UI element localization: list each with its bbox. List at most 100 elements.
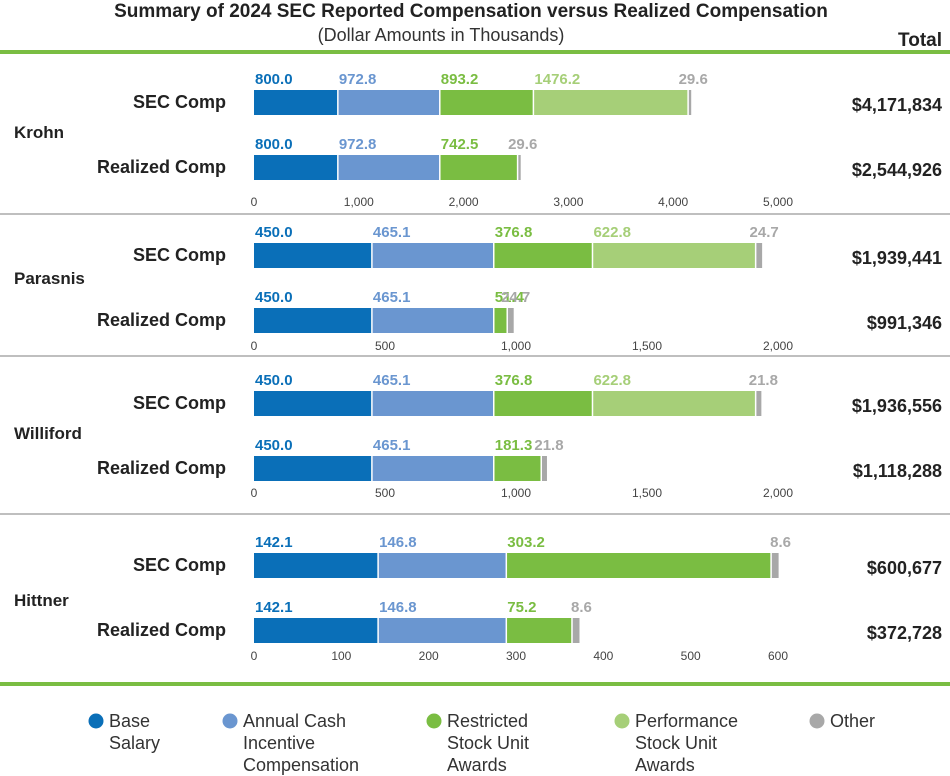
bar-segment-annual-cash-incentive	[371, 456, 494, 481]
bar-segment-restricted-stock	[506, 553, 772, 578]
legend-label: Performance	[635, 711, 738, 731]
legend-label: Stock Unit	[635, 733, 717, 753]
value-label-other: 8.6	[770, 534, 791, 551]
value-label-base-salary: 800.0	[255, 71, 293, 88]
x-axis-ticks: 0 500 1,000 1,500 2,000	[251, 339, 794, 353]
tick-label: 5,000	[763, 195, 793, 209]
bar-segment-base-salary	[254, 308, 372, 333]
bar-segment-annual-cash-incentive	[371, 308, 494, 333]
executive-name: Krohn	[14, 123, 64, 142]
row-realized-comp: Realized Comp 142.1 146.8 75.2 8.6 $372,728	[97, 599, 942, 643]
legend-label: Salary	[109, 733, 160, 753]
row-total: $1,118,288	[853, 461, 942, 481]
value-label-annual-cash-incentive: 146.8	[379, 534, 417, 551]
tick-label: 1,500	[632, 486, 662, 500]
bar-segment-annual-cash-incentive	[371, 243, 494, 268]
value-label-annual-cash-incentive: 465.1	[373, 437, 411, 454]
value-label-performance-stock: 622.8	[593, 224, 631, 241]
bar-segment-base-salary	[254, 456, 372, 481]
tick-label: 200	[419, 649, 439, 663]
tick-label: 1,500	[632, 339, 662, 353]
row-total: $600,677	[867, 558, 942, 578]
value-label-annual-cash-incentive: 465.1	[373, 289, 411, 306]
row-label: SEC Comp	[133, 245, 226, 265]
value-label-restricted-stock: 75.2	[507, 599, 536, 616]
row-realized-comp: Realized Comp 450.0 465.1 181.3 21.8 $1,118,2…	[97, 437, 942, 481]
panel-separator	[0, 355, 950, 357]
tick-label: 2,000	[449, 195, 479, 209]
legend-swatch	[614, 713, 630, 729]
value-label-restricted-stock: 376.8	[495, 372, 533, 389]
bar-segment-base-salary	[254, 243, 372, 268]
bar-segment-base-salary	[254, 155, 338, 180]
executive-name: Williford	[14, 424, 82, 443]
row-total: $991,346	[867, 313, 942, 333]
top-rule	[0, 50, 950, 54]
executive-panels: Krohn SEC Comp 800.0 972.8 893.2 1476.2 29.6 $4…	[0, 50, 950, 686]
value-label-restricted-stock: 181.3	[495, 437, 533, 454]
row-total: $2,544,926	[852, 160, 942, 180]
row-label: Realized Comp	[97, 310, 226, 330]
legend-label: Compensation	[243, 755, 359, 775]
legend-swatch	[426, 713, 442, 729]
bar-segment-annual-cash-incentive	[378, 618, 507, 643]
bar-segment-other	[688, 90, 692, 115]
bar-segment-other	[507, 308, 514, 333]
panel-williford: Williford SEC Comp 450.0 465.1 376.8 622.8 21.…	[14, 372, 942, 500]
legend-label: Awards	[447, 755, 507, 775]
value-label-performance-stock: 622.8	[593, 372, 631, 389]
legend-swatch	[222, 713, 238, 729]
value-label-annual-cash-incentive: 465.1	[373, 372, 411, 389]
panel-krohn: Krohn SEC Comp 800.0 972.8 893.2 1476.2 29.6 $4…	[14, 71, 942, 209]
value-label-performance-stock: 1476.2	[534, 71, 580, 88]
value-label-other: 29.6	[679, 71, 708, 88]
legend-label: Awards	[635, 755, 695, 775]
row-label: Realized Comp	[97, 620, 226, 640]
row-label: Realized Comp	[97, 458, 226, 478]
bar-segment-other	[571, 618, 580, 643]
chart-subtitle: (Dollar Amounts in Thousands)	[318, 25, 565, 45]
value-label-other: 29.6	[508, 136, 537, 153]
bar-segment-base-salary	[254, 618, 379, 643]
bar-segment-annual-cash-incentive	[337, 90, 440, 115]
bar-segment-restricted-stock	[439, 90, 534, 115]
legend-label: Other	[830, 711, 875, 731]
tick-label: 500	[681, 649, 701, 663]
tick-label: 600	[768, 649, 788, 663]
bar-segment-performance-stock	[592, 243, 756, 268]
value-label-restricted-stock: 51.4	[495, 289, 525, 306]
value-label-other: 24.7	[750, 224, 779, 241]
legend-label: Incentive	[243, 733, 315, 753]
legend-label: Base	[109, 711, 150, 731]
value-label-base-salary: 800.0	[255, 136, 293, 153]
value-label-base-salary: 142.1	[255, 534, 293, 551]
tick-label: 100	[331, 649, 351, 663]
row-realized-comp: Realized Comp 450.0 465.1 51.424.7 $991,346	[97, 289, 942, 333]
row-total: $1,939,441	[852, 248, 942, 268]
row-label: SEC Comp	[133, 92, 226, 112]
bar-segment-base-salary	[254, 391, 372, 416]
row-sec-comp: SEC Comp 142.1 146.8 303.2 8.6 $600,677	[133, 534, 942, 578]
row-total: $1,936,556	[852, 396, 942, 416]
row-label: SEC Comp	[133, 393, 226, 413]
row-sec-comp: SEC Comp 450.0 465.1 376.8 622.8 21.8 $1,936,5…	[133, 372, 942, 416]
bar-segment-other	[755, 243, 763, 268]
bar-segment-other	[517, 155, 521, 180]
total-header: Total	[898, 30, 942, 51]
executive-name: Hittner	[14, 591, 69, 610]
tick-label: 0	[251, 195, 258, 209]
legend-item-other: Other	[809, 711, 875, 731]
value-label-annual-cash-incentive: 972.8	[339, 71, 377, 88]
value-label-annual-cash-incentive: 465.1	[373, 224, 411, 241]
value-label-base-salary: 450.0	[255, 224, 293, 241]
bar-segment-restricted-stock	[493, 243, 593, 268]
row-total: $4,171,834	[852, 95, 942, 115]
legend-swatch	[809, 713, 825, 729]
chart-title: Summary of 2024 SEC Reported Compensatio…	[114, 1, 828, 22]
tick-label: 3,000	[553, 195, 583, 209]
value-label-restricted-stock: 893.2	[441, 71, 479, 88]
value-label-other: 24.7	[501, 289, 530, 306]
